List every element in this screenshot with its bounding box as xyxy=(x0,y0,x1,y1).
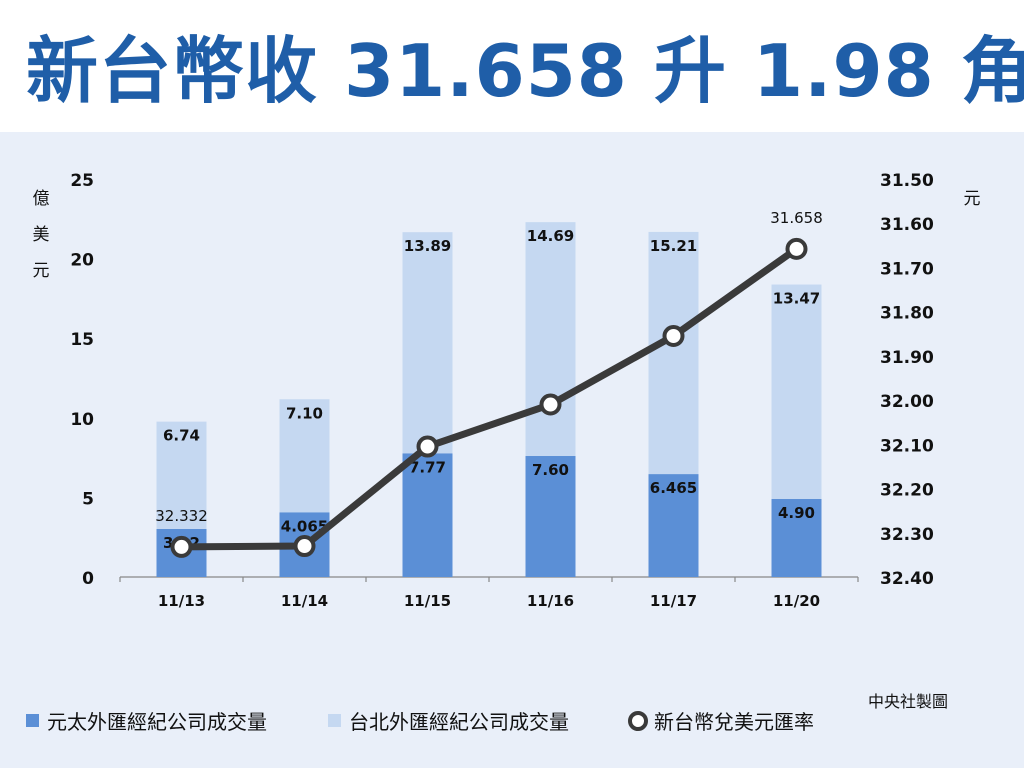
data-label-yuanta: 7.60 xyxy=(532,461,569,479)
bar-yuanta xyxy=(402,453,453,577)
x-tick-label: 11/14 xyxy=(281,592,328,610)
title-bar: 新台幣收 31.658 升 1.98 角 xyxy=(0,0,1024,132)
y-right-tick-label: 31.80 xyxy=(880,304,934,324)
data-label-taipei: 13.89 xyxy=(404,237,451,255)
y-left-unit-label: 億 xyxy=(33,189,50,209)
y-right-tick-label: 31.70 xyxy=(880,259,934,279)
y-right-tick-label: 32.40 xyxy=(880,569,934,589)
data-label-taipei: 15.21 xyxy=(650,237,697,255)
y-left-unit-label: 美 xyxy=(33,225,50,245)
data-label-taipei: 7.10 xyxy=(286,404,323,422)
data-label-yuanta: 4.90 xyxy=(778,504,815,522)
data-label-yuanta: 7.77 xyxy=(409,458,446,476)
x-tick-label: 11/20 xyxy=(773,592,820,610)
x-tick-label: 11/15 xyxy=(404,592,451,610)
rate-line xyxy=(178,245,800,551)
data-label-taipei: 6.74 xyxy=(163,427,200,445)
legend-marker-rate xyxy=(628,710,648,731)
bar-taipei xyxy=(402,232,453,454)
rate-point-label: 31.658 xyxy=(770,209,823,227)
y-right-tick-label: 32.10 xyxy=(880,436,934,456)
y-right-unit-label: 元 xyxy=(964,189,981,209)
bar-yuanta xyxy=(771,498,822,577)
rate-point xyxy=(539,393,562,416)
rate-point xyxy=(662,324,685,347)
bar-taipei xyxy=(279,399,330,513)
legend-label-yuanta: 元太外匯經紀公司成交量 xyxy=(47,710,267,734)
y-right-tick-label: 31.50 xyxy=(880,171,934,191)
y-left-tick-label: 15 xyxy=(70,330,94,350)
data-label-taipei: 13.47 xyxy=(773,290,820,308)
legend-item-rate: 新台幣兌美元匯率 xyxy=(628,706,814,735)
rate-point xyxy=(293,535,316,558)
y-right-tick-label: 32.20 xyxy=(880,481,934,501)
x-tick-label: 11/13 xyxy=(158,592,205,610)
data-label-yuanta: 4.065 xyxy=(281,517,328,535)
legend-item-taipei: 台北外匯經紀公司成交量 xyxy=(328,706,569,735)
bar-taipei xyxy=(648,231,699,475)
y-left-tick-label: 20 xyxy=(70,251,94,271)
rate-point xyxy=(785,237,808,260)
bar-taipei xyxy=(771,284,822,499)
y-left-tick-label: 25 xyxy=(70,171,94,191)
chart-title: 新台幣收 31.658 升 1.98 角 xyxy=(26,29,1024,113)
y-right-tick-label: 32.30 xyxy=(880,525,934,545)
rate-point xyxy=(170,535,193,558)
legend-swatch-yuanta xyxy=(26,714,39,727)
y-right-tick-label: 31.90 xyxy=(880,348,934,368)
legend-item-yuanta: 元太外匯經紀公司成交量 xyxy=(26,706,267,735)
y-left-unit-label: 元 xyxy=(33,261,50,281)
y-left-tick-label: 10 xyxy=(70,410,94,430)
y-right-tick-label: 31.60 xyxy=(880,215,934,235)
x-tick-label: 11/16 xyxy=(527,592,574,610)
data-label-yuanta: 6.465 xyxy=(650,479,697,497)
y-left-tick-label: 5 xyxy=(82,489,94,509)
bar-yuanta xyxy=(648,474,699,577)
credit-label: 中央社製圖 xyxy=(868,692,949,711)
bar-taipei xyxy=(525,222,576,457)
legend-swatch-taipei xyxy=(328,714,341,727)
y-left-tick-label: 0 xyxy=(82,569,94,589)
bar-yuanta xyxy=(525,456,576,577)
legend-label-taipei: 台北外匯經紀公司成交量 xyxy=(349,710,569,734)
y-right-tick-label: 32.00 xyxy=(880,392,934,412)
rate-point xyxy=(416,435,439,458)
x-tick-label: 11/17 xyxy=(650,592,697,610)
bar-taipei xyxy=(156,421,207,529)
data-label-taipei: 14.69 xyxy=(527,227,574,245)
legend-label-rate: 新台幣兌美元匯率 xyxy=(654,710,814,734)
rate-point-label: 32.332 xyxy=(155,507,208,525)
